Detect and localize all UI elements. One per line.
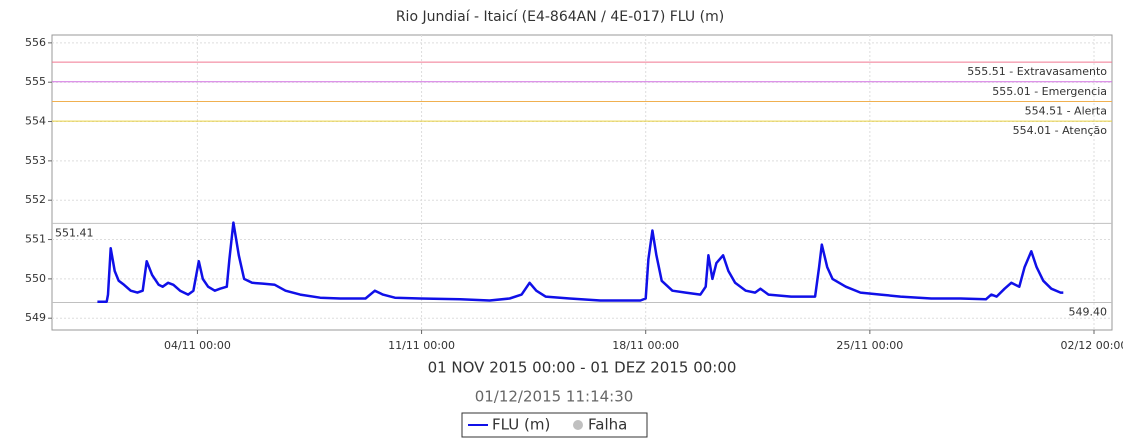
legend-label: Falha <box>588 416 627 434</box>
y-tick-label: 551 <box>25 233 46 246</box>
reference-label: 555.51 - Extravasamento <box>967 65 1107 78</box>
data-line <box>97 221 1064 303</box>
legend-box <box>461 412 648 438</box>
y-tick-label: 555 <box>25 75 46 88</box>
x-tick-label: 25/11 00:00 <box>836 339 903 352</box>
y-tick-label: 556 <box>25 36 46 49</box>
y-tick-label: 552 <box>25 193 46 206</box>
x-tick-label: 18/11 00:00 <box>612 339 679 352</box>
legend-label: FLU (m) <box>492 416 550 434</box>
y-tick-label: 553 <box>25 154 46 167</box>
reference-label: 554.51 - Alerta <box>1025 104 1107 117</box>
x-tick-label: 04/11 00:00 <box>164 339 231 352</box>
x-tick-label: 02/12 00:00 <box>1061 339 1123 352</box>
y-tick-label: 549 <box>25 311 46 324</box>
reference-label: 554.01 - Atenção <box>1013 124 1108 137</box>
plot-area <box>51 34 1113 331</box>
reference-label: 555.01 - Emergencia <box>992 85 1107 98</box>
y-tick-label: 550 <box>25 272 46 285</box>
x-tick-label: 11/11 00:00 <box>388 339 455 352</box>
reference-label: 551.41 <box>55 226 94 239</box>
y-tick-label: 554 <box>25 115 46 128</box>
x-axis-label: 01 NOV 2015 00:00 - 01 DEZ 2015 00:00 <box>428 359 737 377</box>
legend-swatch <box>573 420 583 430</box>
chart-title: Rio Jundiaí - Itaicí (E4-864AN / 4E-017)… <box>396 9 724 25</box>
reference-label: 549.40 <box>1069 305 1108 318</box>
timestamp: 01/12/2015 11:14:30 <box>475 388 634 406</box>
